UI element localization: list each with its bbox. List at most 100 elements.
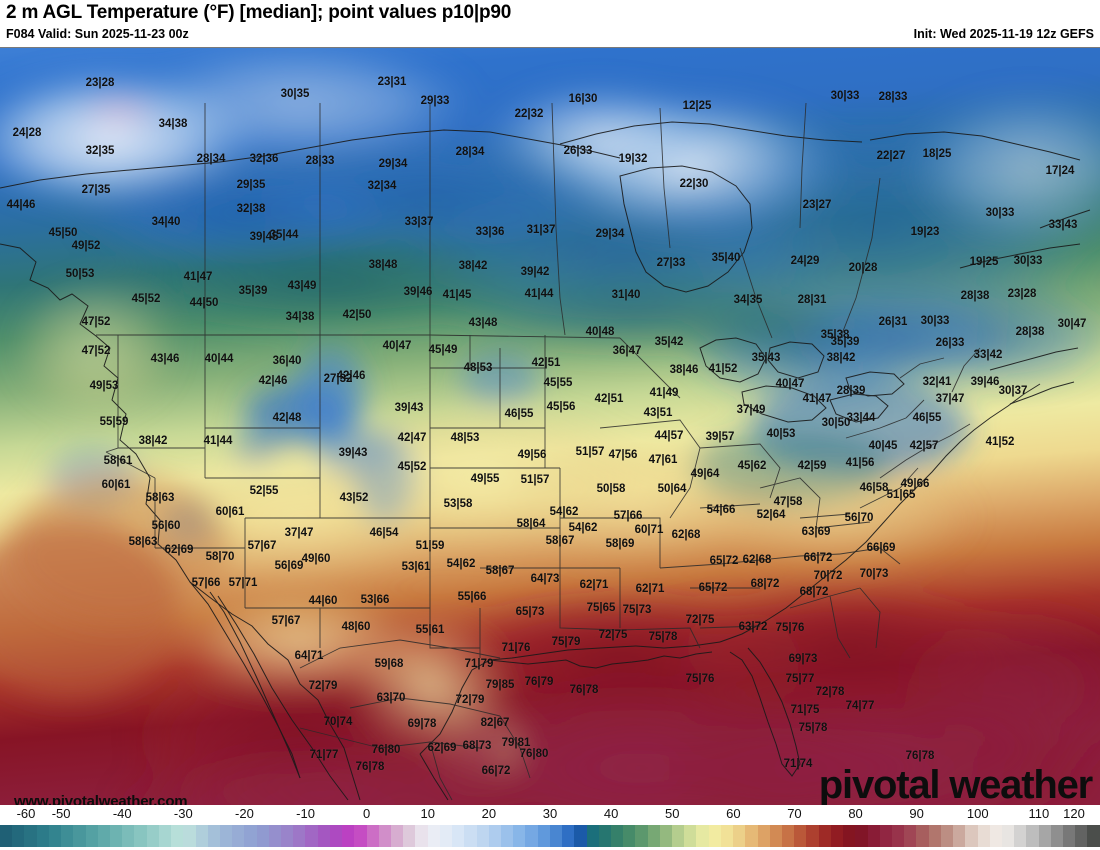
- colorbar-swatch: [659, 825, 673, 847]
- colorbar-swatch: [1050, 825, 1064, 847]
- colorbar-swatch: [879, 825, 892, 847]
- colorbar-swatch: [928, 825, 941, 847]
- colorbar-swatch: [965, 825, 978, 847]
- colorbar-swatch: [488, 825, 501, 847]
- colorbar-swatch: [146, 825, 159, 847]
- colorbar-swatch: [684, 825, 697, 847]
- colorbar-swatch: [476, 825, 489, 847]
- colorbar-tick-label: -10: [296, 806, 315, 821]
- colorbar-swatch: [940, 825, 954, 847]
- colorbar-swatch: [391, 825, 404, 847]
- colorbar-swatch: [586, 825, 599, 847]
- colorbar-swatch: [794, 825, 807, 847]
- colorbar-swatch: [1075, 825, 1088, 847]
- colorbar-swatch: [122, 825, 135, 847]
- colorbar-swatch: [843, 825, 856, 847]
- colorbar-tick-label: -40: [112, 806, 132, 821]
- colorbar-swatch: [342, 825, 355, 847]
- colorbar-swatch: [195, 825, 208, 847]
- colorbar-tick-label: -50: [51, 806, 71, 821]
- colorbar-swatch: [268, 825, 282, 847]
- colorbar-swatch: [904, 825, 917, 847]
- geographic-boundaries: [0, 121, 1091, 801]
- colorbar-swatch: [305, 825, 318, 847]
- colorbar-tick-label: 80: [848, 806, 863, 821]
- colorbar-swatch: [745, 825, 758, 847]
- colorbar-swatch: [97, 825, 110, 847]
- colorbar-swatch: [1014, 825, 1027, 847]
- init-time-label: Init: Wed 2025-11-19 12z GEFS: [913, 27, 1094, 41]
- colorbar-swatch: [48, 825, 62, 847]
- colorbar-swatch: [708, 825, 721, 847]
- temperature-anomaly-blobs: [0, 48, 1100, 805]
- colorbar-swatch: [891, 825, 905, 847]
- colorbar-swatch: [757, 825, 770, 847]
- colorbar-swatch: [953, 825, 966, 847]
- colorbar-swatch: [806, 825, 819, 847]
- colorbar-swatch: [366, 825, 379, 847]
- colorbar-tick-label: 70: [787, 806, 802, 821]
- colorbar-tick-label: 60: [726, 806, 741, 821]
- colorbar-tick-label: -30: [173, 806, 193, 821]
- page-title: 2 m AGL Temperature (°F) [median]; point…: [6, 2, 512, 23]
- colorbar-tick-label: -60: [16, 806, 36, 821]
- colorbar-tick-label: 120: [1063, 806, 1085, 821]
- colorbar-swatch: [244, 825, 257, 847]
- site-url-watermark: www.pivotalweather.com: [14, 793, 188, 805]
- colorbar-swatch: [439, 825, 453, 847]
- colorbar-gradient: [0, 825, 1100, 847]
- map-canvas: [0, 48, 1100, 805]
- colorbar-swatch: [85, 825, 98, 847]
- colorbar-tick-label: 40: [603, 806, 619, 821]
- colorbar-swatch: [830, 825, 844, 847]
- colorbar-tick-label: 100: [966, 806, 989, 821]
- colorbar-swatch: [415, 825, 428, 847]
- colorbar-swatch: [293, 825, 306, 847]
- colorbar-swatch: [562, 825, 575, 847]
- colorbar-swatch: [403, 825, 416, 847]
- colorbar-tick-label: 0: [363, 806, 371, 821]
- colorbar-swatch: [635, 825, 648, 847]
- state-province-borders: [96, 102, 981, 801]
- colorbar-swatch: [109, 825, 123, 847]
- colorbar-swatch: [427, 825, 440, 847]
- colorbar-swatch: [158, 825, 172, 847]
- colorbar-tick-label: 110: [1028, 806, 1050, 821]
- colorbar-swatch: [12, 825, 25, 847]
- colorbar-swatch: [818, 825, 831, 847]
- colorbar-swatch: [183, 825, 196, 847]
- colorbar-swatch: [537, 825, 550, 847]
- colorbar-swatch: [598, 825, 611, 847]
- colorbar-swatch: [73, 825, 86, 847]
- valid-time-label: F084 Valid: Sun 2025-11-23 00z: [6, 27, 189, 41]
- colorbar-swatch: [329, 825, 343, 847]
- colorbar-swatch: [513, 825, 526, 847]
- colorbar-tick-labels: -60 -50 -40 -30 -20 -10 0 10 20 30 40 50 60 70 80 90 100…: [0, 805, 1100, 825]
- colorbar-swatch: [647, 825, 660, 847]
- colorbar-swatch: [1001, 825, 1015, 847]
- colorbar-swatch: [1063, 825, 1076, 847]
- colorbar-swatch: [134, 825, 147, 847]
- colorbar-swatch: [1038, 825, 1051, 847]
- colorbar-swatch: [855, 825, 868, 847]
- temperature-map[interactable]: 23|28 30|35 23|31 29|33 22|32 16|30 12|25 30|33…: [0, 47, 1100, 805]
- colorbar-swatch: [61, 825, 74, 847]
- colorbar-swatch: [610, 825, 624, 847]
- colorbar-swatch: [232, 825, 245, 847]
- colorbar-swatch: [733, 825, 746, 847]
- colorbar-tick-label: 30: [542, 806, 558, 821]
- colorbar-tick-label: 10: [420, 806, 435, 821]
- colorbar-swatch: [867, 825, 880, 847]
- colorbar-swatch: [525, 825, 538, 847]
- colorbar-swatch: [500, 825, 514, 847]
- colorbar-swatch: [782, 825, 795, 847]
- colorbar-swatch: [207, 825, 220, 847]
- colorbar-swatch: [0, 825, 13, 847]
- map-header: 2 m AGL Temperature (°F) [median]; point…: [0, 0, 1100, 47]
- colorbar-swatch: [171, 825, 184, 847]
- colorbar-swatch: [256, 825, 269, 847]
- colorbar-swatch: [977, 825, 990, 847]
- colorbar-swatch: [464, 825, 477, 847]
- colorbar-swatch: [989, 825, 1002, 847]
